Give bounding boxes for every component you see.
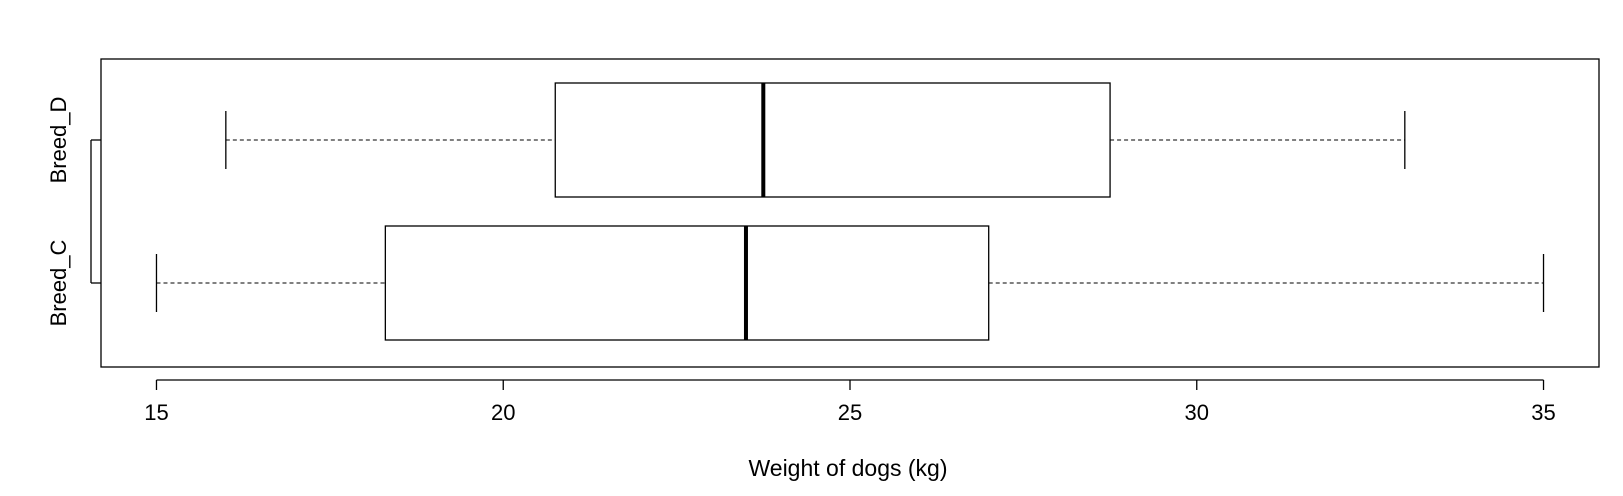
box-breed-c <box>155 225 1545 341</box>
x-tick-label: 30 <box>1185 400 1209 425</box>
iqr-box <box>384 225 990 341</box>
x-axis-title: Weight of dogs (kg) <box>748 455 947 481</box>
box-breed-d <box>225 82 1406 198</box>
x-axis: 15 20 25 30 35 <box>144 379 1556 425</box>
x-tick-label: 15 <box>144 400 168 425</box>
box-series <box>155 82 1545 341</box>
x-tick-label: 20 <box>491 400 515 425</box>
plot-frame <box>100 58 1600 368</box>
y-axis: Breed_C Breed_D <box>46 97 101 326</box>
y-tick-label: Breed_C <box>46 239 71 326</box>
y-tick-label: Breed_D <box>46 97 71 184</box>
x-tick-label: 35 <box>1531 400 1555 425</box>
x-tick-label: 25 <box>838 400 862 425</box>
iqr-box <box>554 82 1111 198</box>
